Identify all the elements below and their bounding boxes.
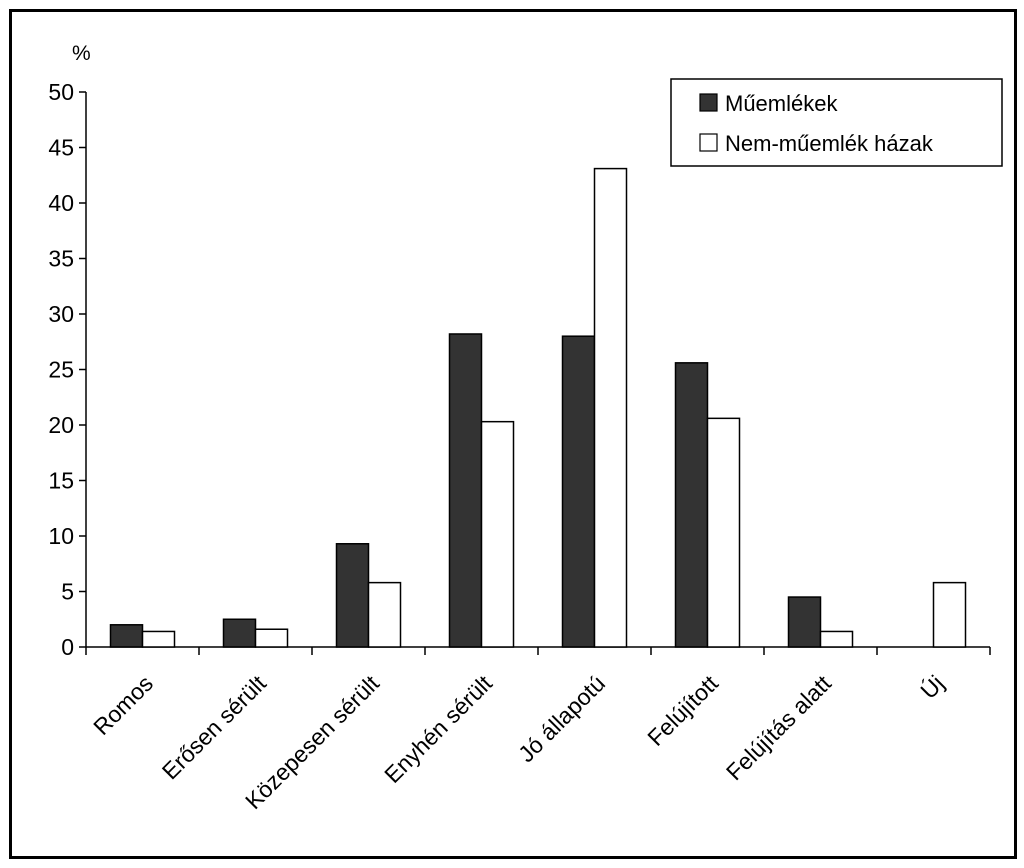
- y-tick-label: 15: [48, 468, 74, 494]
- bar-nem-muemlek: [819, 630, 854, 648]
- legend-label-muemlekek: Műemlékek: [725, 91, 838, 116]
- bar-muemlekek: [109, 624, 144, 648]
- bar-nem-muemlek: [593, 167, 628, 648]
- x-tick-label: Új: [915, 670, 949, 704]
- y-tick-label: 30: [48, 301, 74, 327]
- bar-nem-muemlek: [706, 417, 741, 648]
- legend-label-nem-muemlek: Nem-műemlék házak: [725, 131, 934, 156]
- y-tick-label: 20: [48, 412, 74, 438]
- x-tick-label: Erősen sérült: [157, 670, 272, 785]
- y-tick-label: 10: [48, 523, 74, 549]
- bar-muemlekek: [561, 335, 596, 648]
- y-tick-label: 35: [48, 246, 74, 272]
- legend-box: [670, 78, 1003, 167]
- y-tick-label: 0: [61, 634, 74, 660]
- bar-muemlekek: [787, 596, 822, 648]
- x-tick-label: Jó állapotú: [513, 670, 610, 767]
- bar-muemlekek: [222, 618, 257, 648]
- bar-nem-muemlek: [254, 628, 289, 648]
- legend-swatch-nem-muemlek: [699, 133, 718, 152]
- bar-muemlekek: [674, 362, 709, 648]
- bar-nem-muemlek: [141, 630, 176, 648]
- bars: [109, 167, 967, 648]
- bar-muemlekek: [335, 543, 370, 648]
- x-tick-label: Enyhén sérült: [379, 670, 497, 788]
- y-unit-label: %: [72, 42, 91, 65]
- bar-nem-muemlek: [480, 420, 515, 648]
- x-tick-label: Felújított: [642, 670, 723, 751]
- x-tick-label: Felújítás alatt: [721, 670, 837, 786]
- x-tick-label: Romos: [88, 670, 158, 740]
- bar-nem-muemlek: [932, 581, 967, 648]
- bar-muemlekek: [448, 333, 483, 648]
- bar-nem-muemlek: [367, 581, 402, 648]
- y-tick-label: 5: [61, 579, 74, 605]
- y-tick-label: 50: [48, 79, 74, 105]
- y-tick-label: 25: [48, 357, 74, 383]
- y-tick-label: 40: [48, 190, 74, 216]
- legend: Műemlékek Nem-műemlék házak: [670, 78, 1003, 167]
- y-tick-label: 45: [48, 135, 74, 161]
- legend-swatch-muemlekek: [699, 93, 718, 112]
- y-axis: 0 5 10 15 20 25 30 35 40 45 50: [48, 79, 87, 660]
